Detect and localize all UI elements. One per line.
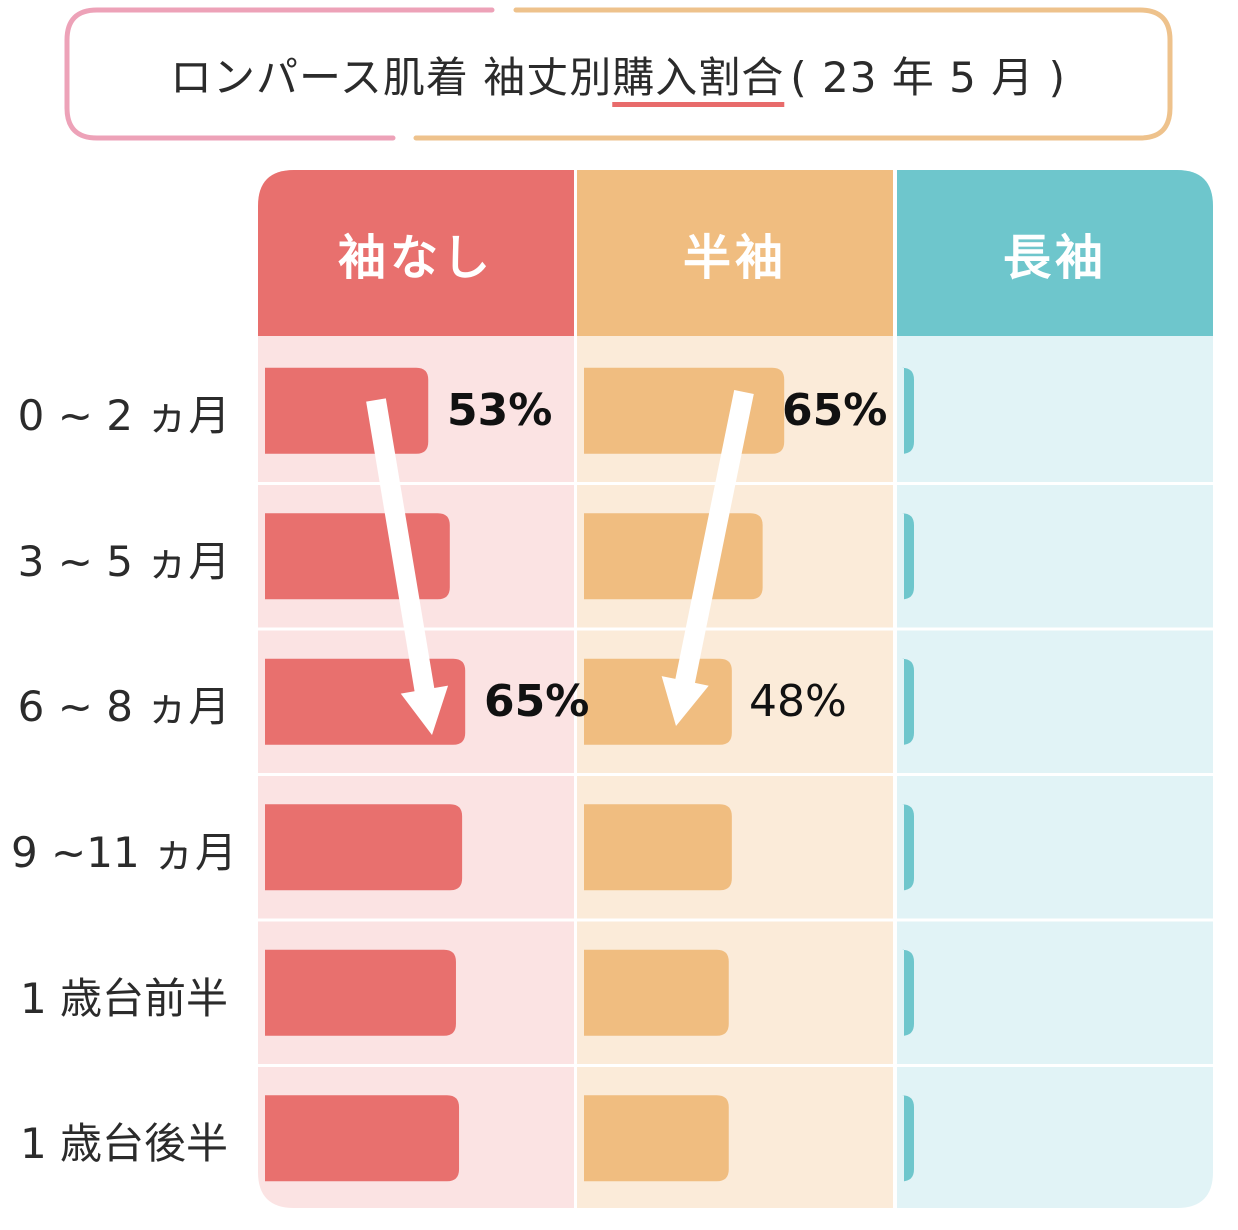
- title-border-orange: [413, 7, 1173, 141]
- bar-short-2: [584, 658, 732, 745]
- column-long: [897, 170, 1213, 1208]
- bar-sleeveless-5: [265, 1095, 460, 1182]
- title-prefix: ロンパース肌着 袖丈別: [170, 52, 613, 102]
- row-label-9-11-months: 9 ~11 ヵ月: [10, 828, 238, 877]
- bar-short-5: [584, 1095, 729, 1182]
- bar-sleeveless-4: [265, 949, 456, 1036]
- arrow-down-short: [661, 390, 754, 726]
- bar-long-1: [902, 513, 914, 600]
- arrow-down-short-shape: [661, 390, 754, 726]
- bar-short-4: [584, 949, 729, 1036]
- row-label-1-year-second-half: 1 歳台後半: [19, 1119, 229, 1168]
- title-suffix: ( 23 年 5 月 ): [790, 52, 1066, 102]
- column-header-bg-sleeveless: [258, 170, 574, 336]
- bar-long-0: [902, 367, 914, 454]
- bar-long-4: [902, 949, 914, 1036]
- column-bg-long: [897, 170, 1213, 1208]
- bar-long-5: [902, 1095, 914, 1182]
- title-border-pink: [64, 7, 495, 141]
- data-label-short-0: 65%: [782, 385, 888, 436]
- bar-sleeveless-1: [265, 513, 450, 600]
- data-label-sleeveless-0: 53%: [447, 385, 553, 436]
- arrow-down-sleeveless: [366, 398, 449, 735]
- row-label-1-year-first-half: 1 歳台前半: [19, 974, 229, 1023]
- column-header-long-sleeve: 長袖: [1002, 230, 1107, 286]
- column-header-sleeveless: 袖なし: [337, 230, 494, 286]
- data-label-sleeveless-2: 65%: [484, 676, 590, 727]
- row-label-3-5-months: 3 ~ 5 ヵ月: [17, 537, 231, 586]
- bar-short-1: [584, 513, 763, 600]
- row-label-6-8-months: 6 ~ 8 ヵ月: [17, 682, 231, 731]
- column-header-bg-long: [897, 170, 1213, 336]
- column-header-short-sleeve: 半袖: [682, 230, 787, 286]
- data-label-short-2: 48%: [749, 676, 847, 727]
- bar-long-3: [902, 804, 914, 891]
- bar-sleeveless-3: [265, 804, 463, 891]
- title-highlight: 購入割合: [612, 52, 785, 102]
- title-box: ロンパース肌着 袖丈別 購入割合 ( 23 年 5 月 ): [63, 6, 1173, 142]
- bar-sleeveless-0: [265, 367, 429, 454]
- bar-short-0: [584, 367, 785, 454]
- chart-title: ロンパース肌着 袖丈別 購入割合 ( 23 年 5 月 ): [63, 6, 1173, 142]
- arrow-down-sleeveless-shape: [366, 398, 449, 735]
- bar-long-2: [902, 658, 914, 745]
- row-label-0-2-months: 0 ~ 2 ヵ月: [17, 391, 231, 440]
- column-header-bg-short: [577, 170, 893, 336]
- bar-short-3: [584, 804, 732, 891]
